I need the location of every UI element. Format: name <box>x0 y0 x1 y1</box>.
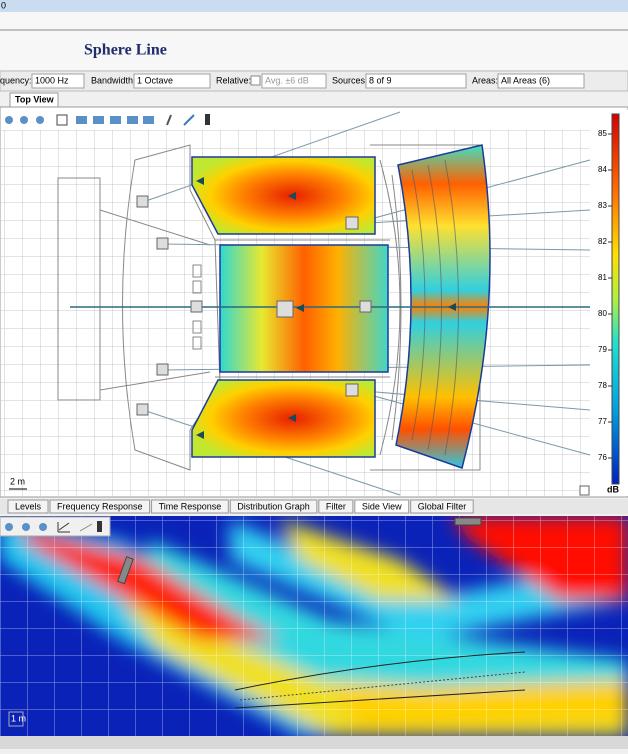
status-bar <box>0 736 628 749</box>
speakers <box>136 195 372 416</box>
bottom-tab[interactable] <box>49 499 151 514</box>
top-view-tab-label: Top View <box>15 94 55 104</box>
colorbar-tick-label: 82 <box>598 237 607 246</box>
sources-select[interactable] <box>365 73 467 89</box>
relative-checkbox[interactable] <box>250 75 261 86</box>
colorbar-tick-label: 80 <box>598 309 607 318</box>
bottom-tab-label: Time Response <box>159 501 222 511</box>
bottom-tab[interactable] <box>354 499 410 514</box>
fit-button[interactable] <box>579 485 590 496</box>
colorbar-tick-label: 77 <box>598 417 607 426</box>
bandwidth-value: 1 Octave <box>137 75 173 85</box>
frequency-select[interactable] <box>31 73 85 89</box>
header <box>0 12 628 70</box>
title-bar <box>0 0 628 12</box>
view-toolbar <box>5 114 210 126</box>
areas-label: Areas: <box>472 75 498 85</box>
bottom-tab-label: Filter <box>326 501 346 511</box>
bottom-tab[interactable] <box>318 499 354 514</box>
bottom-tab-label: Levels <box>15 501 42 511</box>
colorbar-tick-label: 85 <box>598 129 607 138</box>
colorbar-tick-label: 84 <box>598 165 607 174</box>
colorbar-tick-label: 76 <box>598 453 607 462</box>
relative-label: Relative: <box>216 75 251 85</box>
direction-arrows <box>196 177 456 439</box>
bottom-tab-label: Global Filter <box>418 501 467 511</box>
bottom-tab[interactable] <box>151 499 229 514</box>
colorbar <box>611 113 620 485</box>
colorbar-unit: dB <box>607 484 619 494</box>
bottom-tab-label: Distribution Graph <box>237 501 310 511</box>
areas-select[interactable] <box>497 73 585 89</box>
colorbar-tick-label: 83 <box>598 201 607 210</box>
bottom-tab-label: Frequency Response <box>57 501 143 511</box>
bottom-tab[interactable] <box>229 499 318 514</box>
frequency-label: quency: <box>0 75 32 85</box>
sources-value: 8 of 9 <box>369 75 392 85</box>
bottom-tab[interactable] <box>7 499 49 514</box>
frequency-value: 1000 Hz <box>35 75 69 85</box>
window-title: 0 <box>1 0 6 10</box>
colorbar-tick-label: 79 <box>598 345 607 354</box>
colorbar-tick-label: 81 <box>598 273 607 282</box>
sources-label: Sources: <box>332 75 368 85</box>
bottom-tab[interactable] <box>410 499 474 514</box>
header-title: Sphere Line <box>84 42 167 59</box>
relative-value: Avg. ±6 dB <box>265 75 309 85</box>
colorbar-tick-label: 78 <box>598 381 607 390</box>
areas-value: All Areas (6) <box>501 75 550 85</box>
side-toolbar <box>0 516 111 537</box>
bandwidth-label: Bandwidth: <box>91 75 136 85</box>
top-scale-label: 2 m <box>10 476 25 486</box>
bandwidth-select[interactable] <box>133 73 211 89</box>
side-view <box>0 516 628 736</box>
relative-select[interactable] <box>261 73 327 89</box>
side-scale-box <box>8 711 24 727</box>
colorbar-panel <box>594 110 628 496</box>
side-scale-label: 1 m <box>11 713 26 723</box>
bottom-tab-label: Side View <box>362 501 402 511</box>
